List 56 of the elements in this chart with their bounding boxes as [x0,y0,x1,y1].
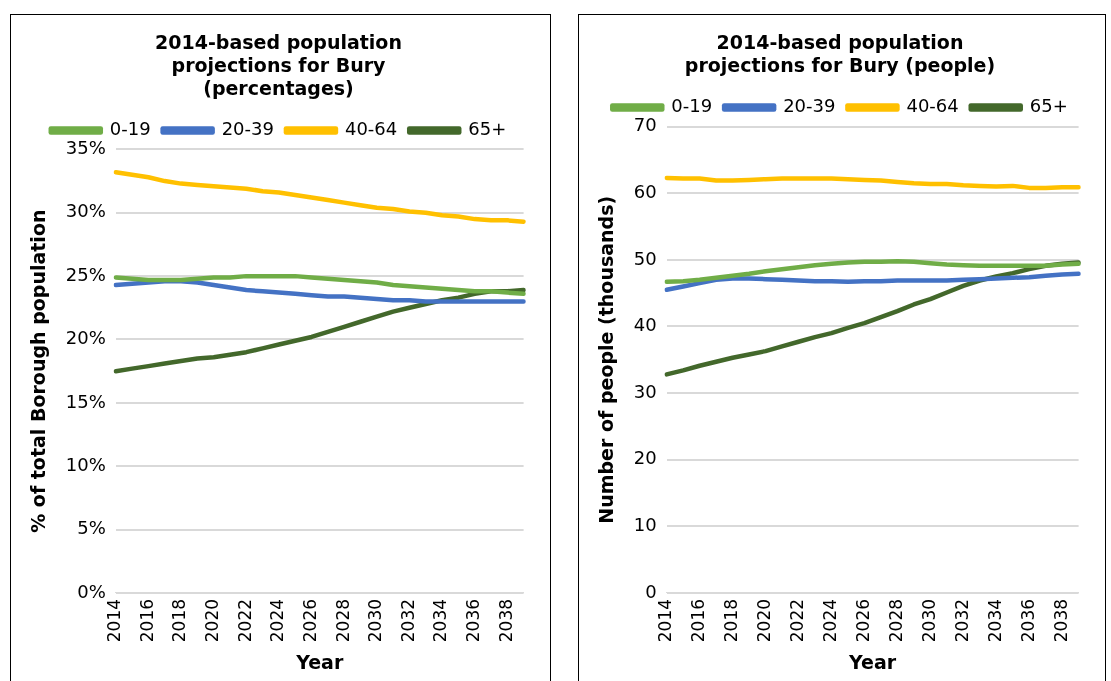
x-tick-label: 2014 [104,598,125,643]
legend-label: 40-64 [906,95,959,117]
x-tick-label: 2022 [786,598,807,643]
y-tick-label: 0 [645,580,657,602]
legend-label: 20-39 [783,95,836,117]
x-axis-title: Year [295,650,344,673]
x-tick-label: 2032 [951,598,972,643]
x-tick-label: 2038 [495,598,516,643]
legend-label: 65+ [1029,95,1068,117]
x-tick-label: 2018 [721,598,742,643]
x-tick-label: 2024 [267,598,288,643]
y-tick-label: 20% [65,327,106,349]
legend-label: 65+ [468,118,507,140]
x-tick-label: 2034 [984,598,1005,643]
x-tick-label: 2034 [430,598,451,643]
legend-label: 20-39 [221,118,274,140]
x-tick-label: 2038 [1050,598,1071,643]
y-tick-label: 20 [633,447,657,469]
x-tick-label: 2020 [202,598,223,643]
x-tick-label: 2030 [365,598,386,643]
x-tick-label: 2036 [1017,598,1038,643]
y-tick-label: 10% [65,453,106,475]
chart-title: 2014-based population projections for Bury (people) [684,31,996,77]
x-tick-label: 2016 [136,598,157,643]
y-tick-label: 10 [633,513,657,535]
x-tick-label: 2026 [852,598,873,643]
y-axis-title: % of total Borough population [27,209,50,533]
legend-label: 0-19 [109,118,151,140]
y-tick-label: 60 [633,180,657,202]
x-tick-label: 2036 [463,598,484,643]
x-tick-label: 2024 [819,598,840,643]
y-tick-label: 30% [65,200,106,222]
y-tick-label: 25% [65,263,106,285]
x-tick-label: 2016 [688,598,709,643]
x-tick-label: 2030 [918,598,939,643]
x-tick-label: 2022 [234,598,255,643]
y-tick-label: 30 [633,380,657,402]
x-tick-label: 2028 [332,598,353,643]
chart-title: 2014-based population projections for Bury (percentages) [155,31,402,99]
legend-label: 40-64 [344,118,398,140]
x-tick-label: 2032 [397,598,418,643]
x-tick-label: 2026 [299,598,320,643]
y-tick-label: 0% [77,580,106,602]
x-tick-label: 2020 [753,598,774,643]
y-tick-label: 70 [633,114,657,136]
x-axis-title: Year [848,650,897,673]
y-tick-label: 5% [77,517,106,539]
x-tick-label: 2014 [655,598,676,643]
x-tick-label: 2018 [169,598,190,643]
legend-label: 0-19 [671,95,713,117]
y-tick-label: 50 [633,247,657,269]
x-tick-label: 2028 [885,598,906,643]
y-tick-label: 40 [633,314,657,336]
y-tick-label: 15% [65,390,106,412]
y-axis-title: Number of people (thousands) [595,195,618,524]
y-tick-label: 35% [65,137,106,159]
